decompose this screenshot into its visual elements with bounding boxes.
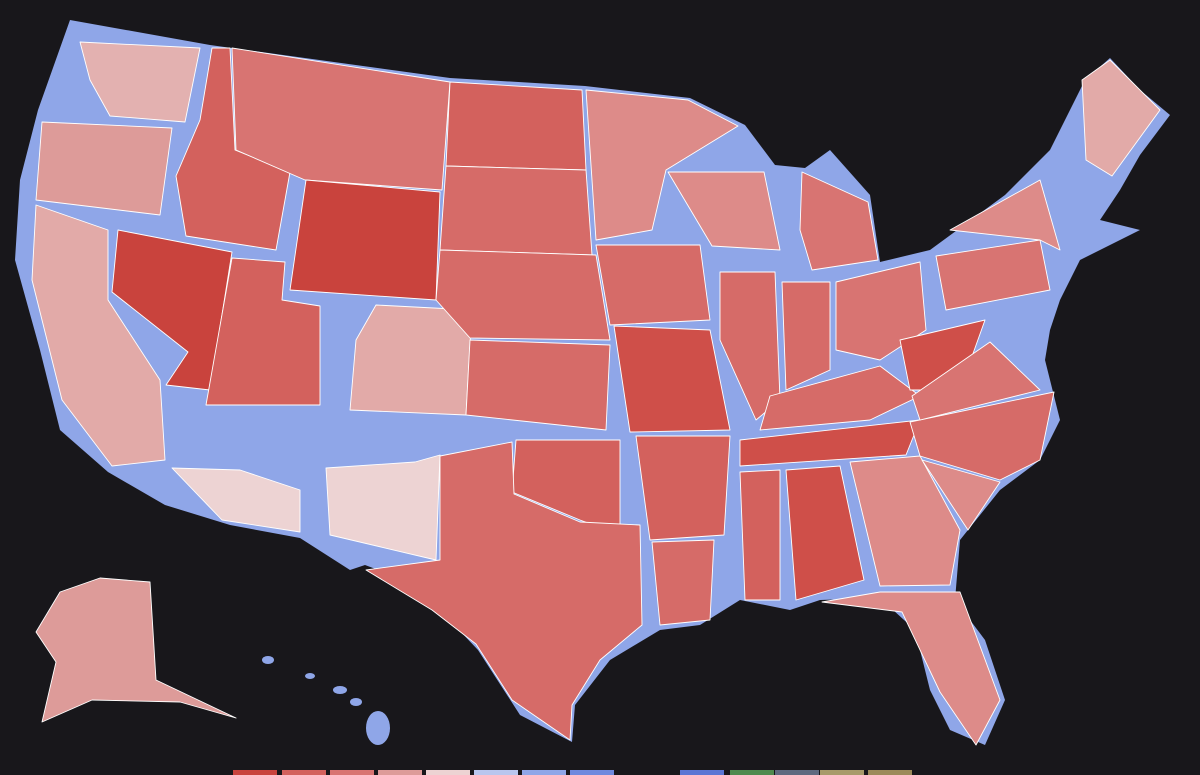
montana: [231, 47, 451, 191]
minnesota: [585, 89, 739, 241]
indiana: [781, 281, 831, 391]
states: [31, 41, 1161, 746]
missouri: [613, 325, 731, 433]
georgia: [849, 455, 961, 587]
legend-swatch: [233, 770, 277, 775]
legend-swatch: [820, 770, 864, 775]
legend-swatch: [426, 770, 470, 775]
hawaii: [262, 656, 390, 745]
nevada: [111, 229, 233, 391]
new-mexico: [325, 454, 441, 561]
legend-swatch: [282, 770, 326, 775]
virginia: [911, 341, 1041, 421]
legend-swatch: [730, 770, 774, 775]
alabama: [785, 465, 865, 601]
north-carolina: [909, 391, 1055, 481]
tennessee: [739, 419, 921, 467]
colorado: [349, 304, 473, 416]
legend-swatch: [680, 770, 724, 775]
island: [366, 711, 390, 745]
arizona: [171, 467, 301, 533]
california: [31, 204, 166, 467]
legend-swatch: [868, 770, 912, 775]
legend-swatch: [570, 770, 614, 775]
florida: [821, 591, 1001, 746]
arkansas: [635, 435, 731, 541]
legend-swatch: [522, 770, 566, 775]
new-york: [949, 179, 1061, 251]
mississippi: [739, 469, 781, 601]
wisconsin: [667, 171, 781, 251]
pennsylvania: [935, 239, 1051, 311]
idaho: [175, 47, 291, 251]
south-dakota: [439, 165, 593, 256]
legend-swatch: [775, 770, 819, 775]
legend-swatch: [378, 770, 422, 775]
island: [333, 686, 347, 694]
maine: [1081, 59, 1161, 177]
island: [350, 698, 362, 706]
michigan: [799, 171, 879, 271]
kentucky: [759, 365, 921, 431]
legend-swatch: [330, 770, 374, 775]
washington: [79, 41, 201, 123]
island: [305, 673, 315, 679]
oregon: [35, 121, 173, 216]
wyoming: [289, 179, 441, 301]
south-carolina: [921, 459, 1001, 531]
texas: [365, 441, 643, 741]
utah: [205, 257, 321, 406]
louisiana: [651, 539, 715, 626]
kansas: [465, 339, 611, 431]
island: [262, 656, 274, 664]
north-dakota: [445, 81, 587, 171]
nebraska: [435, 249, 611, 341]
legend-swatch: [474, 770, 518, 775]
legend: [233, 770, 912, 775]
alaska: [35, 577, 237, 723]
iowa: [595, 244, 711, 326]
